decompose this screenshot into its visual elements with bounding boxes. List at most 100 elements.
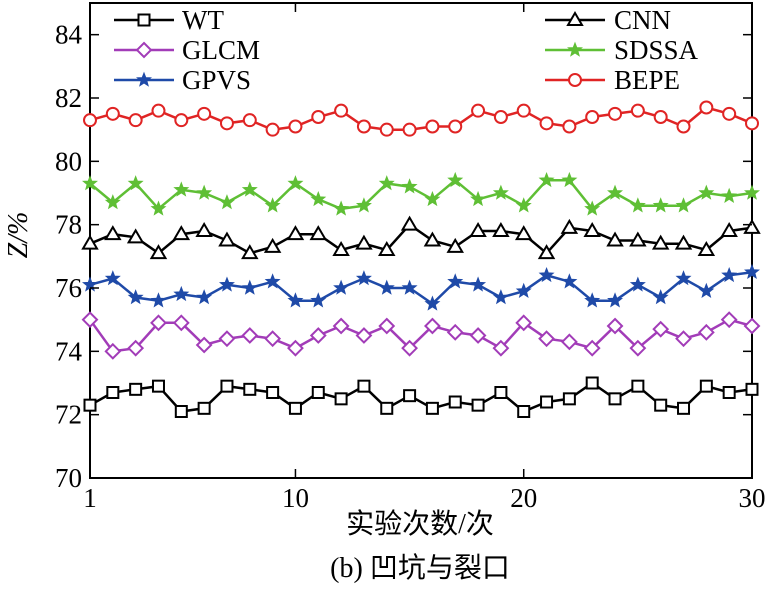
- data-point: [241, 181, 258, 197]
- data-point: [243, 382, 257, 396]
- series-line: [89, 270, 753, 306]
- data-point: [287, 292, 304, 308]
- data-point: [721, 187, 738, 203]
- data-point: [583, 339, 601, 357]
- data-point: [654, 398, 668, 412]
- data-point: [446, 237, 464, 253]
- data-point: [515, 314, 533, 332]
- data-point: [514, 225, 533, 241]
- legend-label: CNN: [614, 5, 671, 35]
- data-point: [174, 405, 188, 418]
- legend-label: SDSSA: [614, 35, 699, 65]
- data-point: [561, 171, 578, 188]
- data-point: [448, 119, 463, 134]
- data-point: [515, 282, 532, 298]
- data-point: [218, 276, 235, 292]
- data-point: [492, 339, 510, 357]
- data-point: [174, 113, 189, 128]
- data-point: [492, 289, 509, 305]
- data-point: [310, 292, 327, 308]
- data-point: [608, 106, 623, 121]
- data-point: [560, 218, 579, 234]
- series-glcm: [81, 311, 761, 360]
- y-axis-label: Z/%: [3, 212, 34, 259]
- data-point: [584, 200, 601, 216]
- legend-item-glcm: GLCM: [114, 35, 260, 65]
- data-point: [448, 395, 462, 409]
- data-point: [288, 401, 302, 415]
- data-point: [136, 71, 152, 87]
- data-point: [334, 392, 348, 406]
- series-line: [89, 178, 753, 211]
- data-point: [378, 279, 395, 295]
- y-tick-label: 80: [55, 146, 82, 176]
- data-point: [722, 386, 736, 399]
- data-point: [150, 314, 167, 332]
- data-point: [470, 276, 487, 292]
- data-point: [674, 234, 693, 250]
- data-point: [493, 110, 508, 124]
- data-point: [606, 231, 624, 247]
- data-point: [492, 184, 509, 200]
- data-point: [332, 317, 350, 335]
- data-point: [629, 339, 647, 357]
- data-point: [607, 292, 624, 308]
- data-point: [311, 110, 326, 124]
- data-point: [218, 231, 236, 247]
- data-point: [379, 122, 394, 137]
- data-point: [264, 273, 281, 289]
- data-point: [698, 282, 715, 298]
- series-sdssa: [82, 171, 760, 216]
- data-point: [583, 222, 601, 237]
- data-point: [82, 175, 98, 191]
- data-point: [469, 222, 487, 237]
- legend-item-wt: WT: [114, 5, 224, 35]
- data-point: [402, 122, 417, 137]
- data-point: [400, 215, 419, 231]
- data-point: [401, 178, 418, 194]
- data-point: [538, 171, 555, 188]
- data-point: [288, 119, 303, 134]
- data-point: [356, 119, 371, 134]
- y-tick-label: 72: [55, 400, 82, 430]
- data-point: [447, 171, 464, 188]
- data-point: [567, 41, 583, 57]
- chart-caption: (b) 凹坑与裂口: [330, 552, 510, 584]
- data-point: [424, 190, 441, 207]
- data-point: [515, 197, 532, 213]
- data-point: [401, 279, 418, 295]
- y-tick-label: 82: [55, 83, 82, 113]
- data-point: [744, 184, 760, 200]
- data-point: [423, 317, 441, 335]
- data-point: [355, 197, 372, 213]
- data-point: [629, 276, 646, 292]
- data-point: [699, 100, 714, 115]
- data-point: [106, 386, 120, 399]
- series-line: [89, 106, 753, 131]
- data-point: [135, 41, 153, 59]
- series-line: [89, 381, 753, 413]
- data-point: [652, 289, 669, 305]
- data-point: [104, 194, 121, 210]
- data-point: [241, 244, 259, 260]
- data-point: [585, 376, 599, 390]
- data-point: [151, 379, 165, 393]
- data-point: [150, 200, 167, 216]
- data-point: [195, 222, 213, 237]
- data-point: [699, 379, 713, 393]
- data-point: [720, 222, 738, 237]
- data-point: [675, 270, 692, 286]
- data-point: [471, 398, 485, 412]
- data-point: [629, 231, 647, 247]
- data-point: [242, 113, 257, 128]
- legend-item-cnn: CNN: [545, 5, 671, 35]
- y-tick-label: 76: [55, 273, 82, 303]
- data-point: [722, 106, 737, 121]
- data-point: [471, 103, 486, 118]
- data-point: [81, 311, 99, 329]
- legend-item-gpvs: GPVS: [114, 65, 251, 95]
- data-point: [128, 113, 143, 128]
- legend-item-sdssa: SDSSA: [545, 35, 699, 65]
- data-point: [470, 190, 487, 207]
